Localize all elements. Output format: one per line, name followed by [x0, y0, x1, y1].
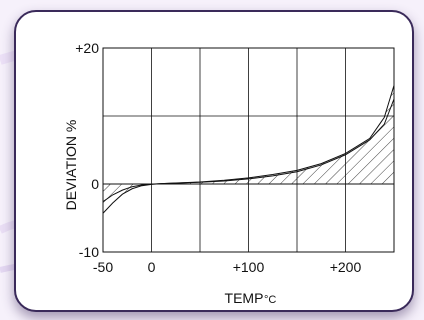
y-tick-label: -10: [79, 244, 99, 260]
y-tick-label: 0: [91, 176, 99, 192]
x-tick-label: 0: [148, 259, 156, 275]
x-axis-label: TEMP: [225, 290, 264, 306]
tick-label-layer: -50 0 +100 +200+200-10: [75, 40, 361, 275]
x-tick-label: +100: [233, 259, 265, 275]
series-layer: [102, 85, 395, 214]
shaded-area-layer: [103, 85, 394, 214]
series-line-1: [102, 85, 395, 214]
hatched-area: [103, 85, 394, 214]
x-tick-label: +200: [330, 259, 362, 275]
series-line-2: [102, 98, 395, 203]
x-axis-unit: °C: [264, 294, 276, 306]
y-axis-label: DEVIATION %: [63, 120, 79, 211]
plot-frame: [102, 47, 395, 253]
x-tick-label: -50: [93, 259, 113, 275]
y-tick-label: +20: [75, 40, 99, 56]
